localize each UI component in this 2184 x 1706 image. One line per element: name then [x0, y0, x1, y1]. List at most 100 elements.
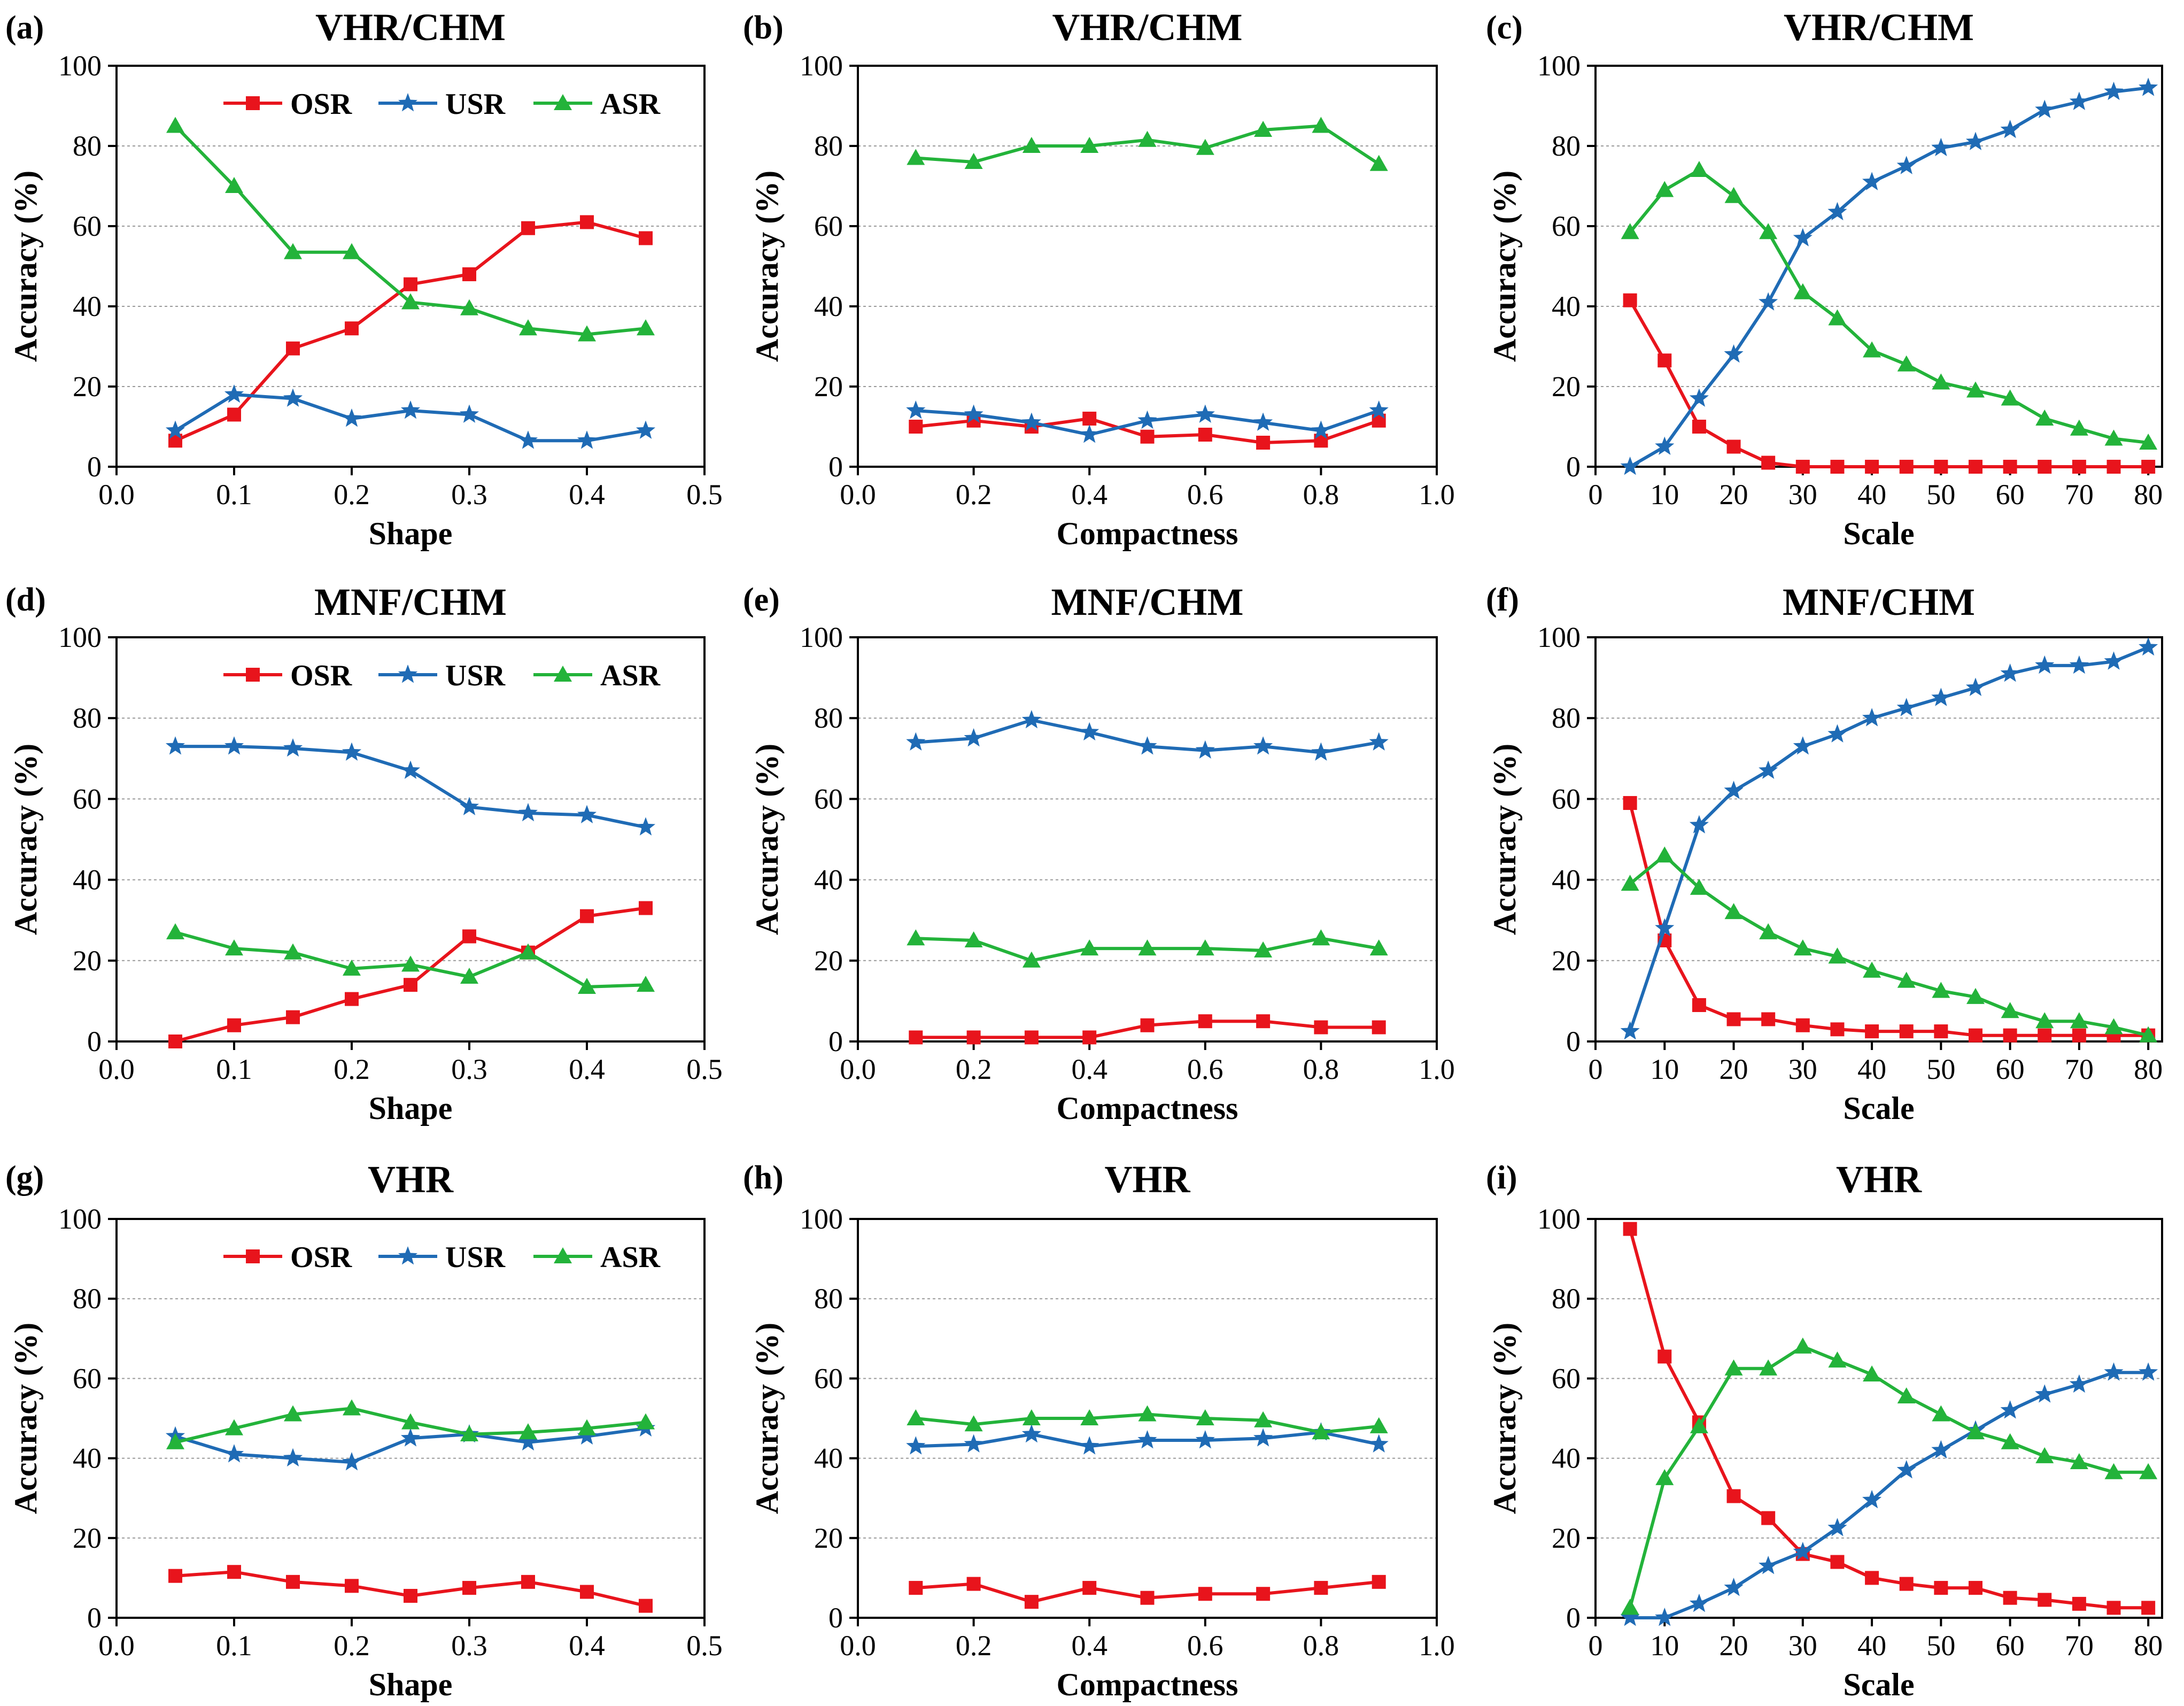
- x-tick-label: 0.2: [956, 1053, 992, 1085]
- y-tick-label: 0: [828, 451, 843, 483]
- x-tick-label: 70: [2065, 478, 2094, 511]
- panel-title: VHR: [368, 1158, 454, 1201]
- legend-marker-asr: [554, 94, 572, 110]
- panel-letter: (e): [743, 582, 780, 618]
- data-point-usr: [1021, 709, 1041, 729]
- legend: OSR USR ASR: [223, 88, 661, 121]
- data-point-asr: [460, 1425, 478, 1441]
- y-tick-label: 0: [828, 1025, 843, 1057]
- data-point-usr: [1896, 698, 1916, 716]
- data-point-asr: [1932, 1405, 1950, 1422]
- y-tick-label: 100: [1537, 50, 1581, 82]
- data-point-asr: [2139, 1463, 2158, 1479]
- data-point-usr: [283, 1448, 303, 1466]
- data-point-asr: [1690, 161, 1708, 177]
- data-point-asr: [225, 177, 243, 193]
- data-point-usr: [1827, 1518, 1847, 1537]
- y-tick-label: 100: [58, 1203, 102, 1235]
- data-point-usr: [2069, 91, 2089, 110]
- data-point-usr: [2035, 1384, 2055, 1403]
- data-point-osr: [462, 929, 476, 944]
- data-point-asr: [964, 153, 983, 169]
- y-tick-label: 20: [1552, 370, 1581, 403]
- data-point-osr: [2106, 460, 2121, 474]
- data-point-asr: [578, 325, 596, 342]
- data-point-asr: [1022, 1409, 1041, 1425]
- data-point-osr: [1726, 1489, 1741, 1503]
- y-tick-label: 60: [814, 1362, 843, 1394]
- y-tick-label: 60: [1552, 1362, 1581, 1394]
- y-tick-label: 40: [73, 1442, 102, 1475]
- y-tick-label: 0: [87, 1025, 102, 1057]
- data-point-asr: [1863, 1365, 1881, 1381]
- data-point-asr: [1793, 283, 1812, 299]
- y-tick-label: 0: [1566, 451, 1581, 483]
- data-point-usr: [2035, 99, 2055, 118]
- y-tick-label: 80: [73, 702, 102, 734]
- data-point-usr: [1369, 1434, 1389, 1453]
- x-axis-label: Compactness: [1057, 516, 1238, 551]
- data-point-usr: [2069, 1374, 2089, 1393]
- y-tick-label: 40: [73, 290, 102, 322]
- y-axis-label: Accuracy (%): [8, 744, 43, 935]
- data-point-asr: [637, 976, 655, 992]
- data-point-osr: [227, 1018, 241, 1032]
- x-tick-label: 0.4: [569, 1053, 605, 1085]
- data-point-osr: [2141, 460, 2156, 474]
- data-point-osr: [1761, 456, 1776, 470]
- data-point-osr: [1899, 1577, 1914, 1591]
- data-point-usr: [1931, 137, 1951, 157]
- x-axis-label: Scale: [1843, 516, 1914, 551]
- data-point-osr: [1692, 420, 1706, 434]
- data-point-asr: [460, 968, 478, 984]
- data-point-usr: [636, 420, 656, 439]
- data-point-usr: [342, 408, 362, 427]
- data-point-asr: [1655, 1469, 1674, 1485]
- data-point-asr: [2035, 410, 2054, 426]
- data-point-asr: [1932, 982, 1950, 998]
- data-point-usr: [1080, 722, 1099, 741]
- y-tick-label: 20: [1552, 945, 1581, 977]
- y-axis-label: Accuracy (%): [1487, 1323, 1522, 1514]
- data-point-osr: [1934, 460, 1948, 474]
- data-point-osr: [2003, 1591, 2017, 1605]
- y-tick-label: 60: [814, 783, 843, 815]
- x-tick-label: 0.4: [569, 478, 605, 511]
- data-point-osr: [345, 992, 359, 1006]
- x-tick-label: 0: [1589, 1053, 1603, 1085]
- x-tick-label: 0.8: [1303, 1630, 1339, 1662]
- data-point-usr: [1655, 436, 1675, 455]
- y-axis-label: Accuracy (%): [8, 1323, 43, 1514]
- panel-c: 0 20 40 60 80 100 0 10 20 30 40 50 60 70 80 Scale Accura…: [1486, 6, 2163, 551]
- data-point-osr: [1830, 460, 1845, 474]
- data-point-osr: [1934, 1581, 1948, 1595]
- data-point-asr: [1621, 875, 1639, 891]
- data-point-usr: [1137, 410, 1157, 429]
- data-point-asr: [1828, 309, 1847, 326]
- data-point-asr: [1863, 961, 1881, 978]
- x-tick-label: 30: [1788, 478, 1817, 511]
- x-tick-label: 70: [2065, 1053, 2094, 1085]
- data-point-osr: [345, 321, 359, 336]
- data-point-usr: [2104, 651, 2124, 670]
- panel-f: 0 20 40 60 80 100 0 10 20 30 40 50 60 70 80 Scale Accura…: [1486, 581, 2163, 1126]
- legend-label-osr: OSR: [290, 659, 352, 692]
- data-point-asr: [343, 1399, 361, 1416]
- data-point-osr: [2003, 1028, 2017, 1043]
- data-point-usr: [577, 430, 597, 449]
- data-point-asr: [460, 299, 478, 315]
- data-point-osr: [1761, 1012, 1776, 1026]
- x-tick-label: 0.1: [216, 478, 252, 511]
- data-point-osr: [1865, 1571, 1879, 1585]
- legend-marker-asr: [554, 1247, 572, 1263]
- data-point-osr: [2003, 460, 2017, 474]
- data-point-osr: [1082, 1581, 1097, 1595]
- data-point-osr: [909, 1581, 923, 1595]
- data-point-asr: [1897, 1387, 1916, 1403]
- data-point-asr: [578, 1419, 596, 1435]
- data-point-usr: [1793, 736, 1813, 755]
- data-point-asr: [401, 1413, 420, 1430]
- data-point-usr: [1195, 740, 1215, 759]
- data-point-osr: [966, 1030, 981, 1045]
- x-axis-label: Compactness: [1057, 1091, 1238, 1126]
